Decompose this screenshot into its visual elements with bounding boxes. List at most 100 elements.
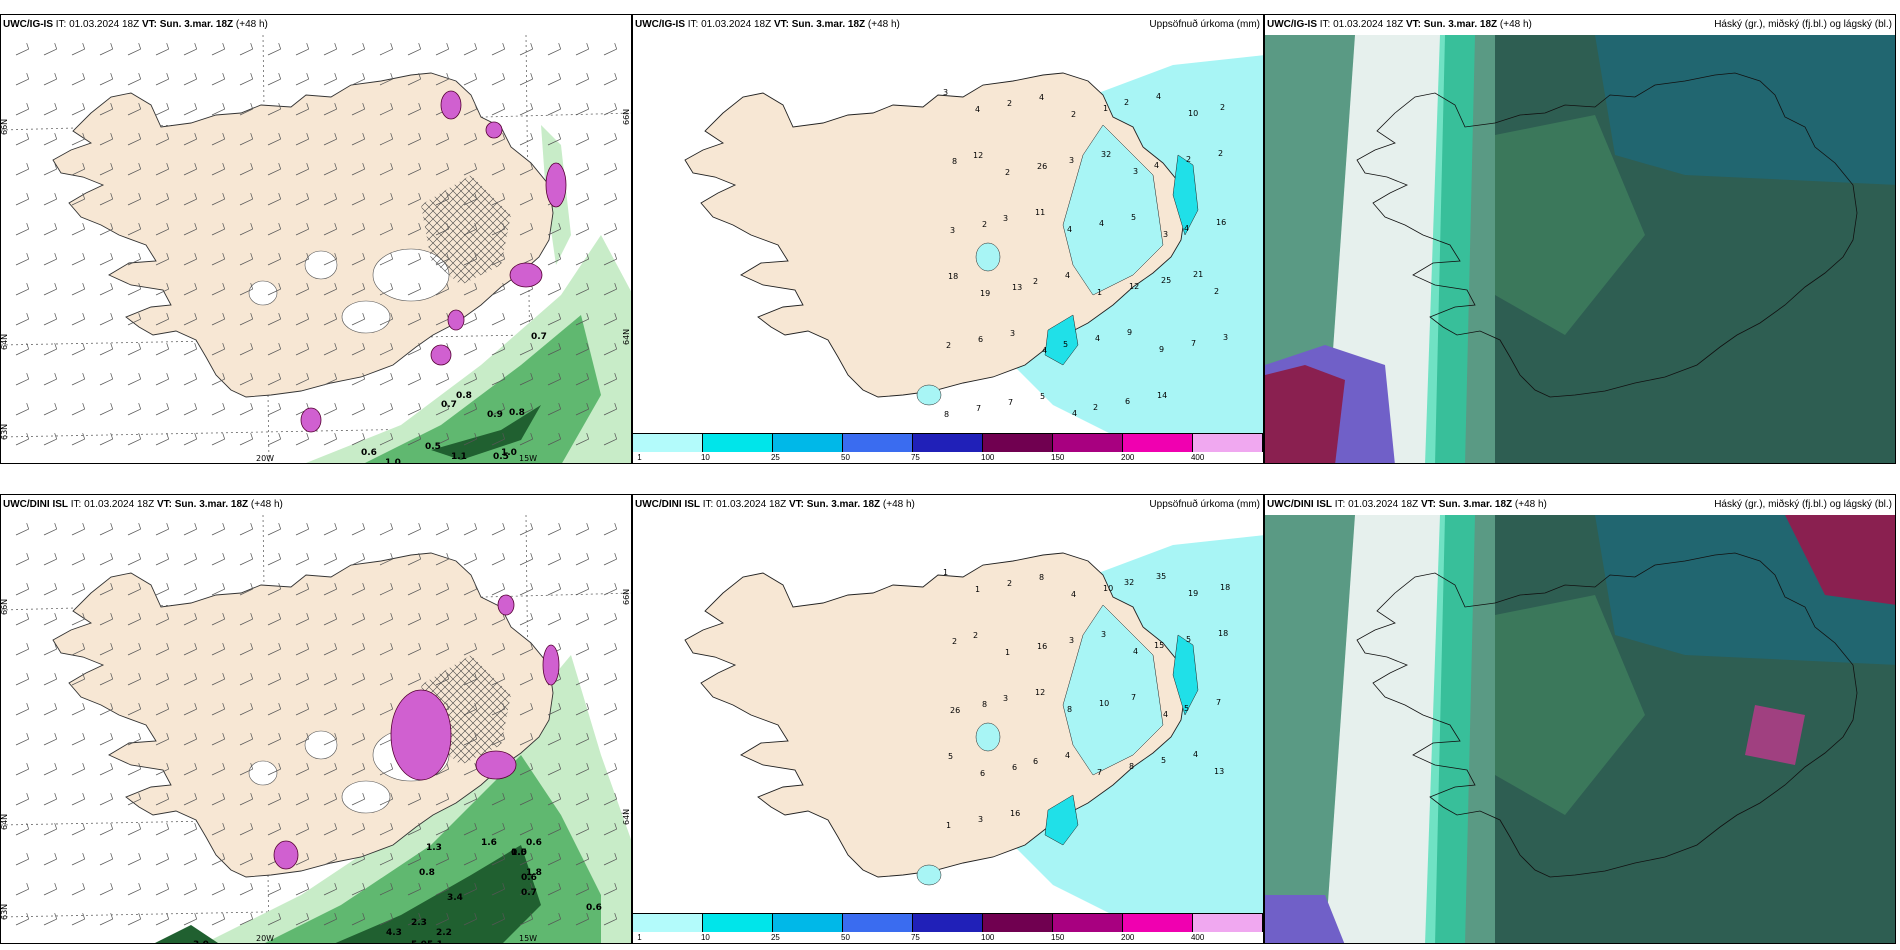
wind-barb-flag [138, 132, 142, 140]
wind-barb [239, 708, 253, 716]
wind-barb-flag [390, 102, 394, 110]
panel-header: UWC/IG-IS IT: 01.03.2024 18Z VT: Sun. 3.… [633, 15, 1263, 35]
wind-barb [463, 768, 477, 776]
wind-barb [407, 648, 421, 656]
precip-value: 10 [1188, 109, 1198, 118]
precip-value: 2 [973, 631, 978, 640]
wind-barb-flag [474, 222, 478, 230]
wind-barb [603, 738, 617, 746]
wind-barb [575, 768, 589, 776]
wind-barb-flag [418, 432, 422, 440]
wind-barb-flag [222, 822, 226, 830]
precip-value: 12 [1129, 282, 1139, 291]
wind-barb [183, 888, 197, 896]
wind-barb [71, 258, 85, 266]
wind-barb [519, 798, 533, 806]
wind-barb-flag [110, 552, 114, 560]
wind-barb [71, 888, 85, 896]
wind-barb-flag [418, 552, 422, 560]
wind-barb [491, 828, 505, 836]
wind-barb-flag [138, 372, 142, 380]
wind-barb [463, 108, 477, 116]
wind-barb-flag [250, 42, 254, 50]
wind-barb [15, 348, 29, 356]
wind-barb [407, 198, 421, 206]
wind-value: 0.8 [456, 391, 472, 401]
wind-barb [435, 48, 449, 56]
wind-barb-flag [474, 432, 478, 440]
wind-barb-flag [26, 882, 30, 890]
wind-barb-flag [54, 132, 58, 140]
wind-barb [15, 168, 29, 176]
wind-barb-flag [82, 912, 86, 920]
wind-barb-flag [306, 792, 310, 800]
precip-value: 7 [1097, 768, 1102, 777]
wind-barb [211, 48, 225, 56]
wind-barb [407, 318, 421, 326]
wind-barb [575, 528, 589, 536]
wind-barb [15, 828, 29, 836]
wind-barb-flag [530, 672, 534, 680]
wind-barb [15, 78, 29, 86]
wind-barb [407, 888, 421, 896]
wind-value: 0.8 [509, 408, 525, 418]
wind-barb [127, 558, 141, 566]
wind-barb [15, 648, 29, 656]
wind-barb-flag [474, 852, 478, 860]
wind-barb [323, 168, 337, 176]
wind-barb [99, 618, 113, 626]
wind-barb-flag [334, 372, 338, 380]
wind-barb [267, 408, 281, 416]
wind-barb-flag [418, 612, 422, 620]
wind-barb [351, 78, 365, 86]
wind-barb-flag [334, 732, 338, 740]
field-title: Uppsöfnuð úrkoma (mm) [1149, 19, 1260, 30]
wind-barb-flag [530, 192, 534, 200]
wind-barb [15, 48, 29, 56]
wind-barb [463, 48, 477, 56]
wind-barb [267, 528, 281, 536]
wind-barb [295, 648, 309, 656]
wind-barb-flag [502, 522, 506, 530]
wind-barb-flag [26, 42, 30, 50]
wind-barb [183, 288, 197, 296]
wind-barb [99, 768, 113, 776]
wind-barb-flag [306, 852, 310, 860]
lat-label: 64N [1, 814, 9, 830]
wind-barb-flag [614, 912, 618, 920]
wind-barb-flag [362, 402, 366, 410]
wind-barb-flag [334, 102, 338, 110]
precip-value: 16 [1037, 642, 1047, 651]
wind-barb [575, 828, 589, 836]
precip-area [431, 405, 541, 460]
wind-barb-flag [306, 552, 310, 560]
wind-barb-flag [110, 582, 114, 590]
wind-barb-flag [250, 252, 254, 260]
lat-label: 66N [1, 119, 9, 135]
wind-barb-flag [278, 552, 282, 560]
wind-barb [295, 888, 309, 896]
wind-barb-flag [446, 552, 450, 560]
wind-barb [463, 198, 477, 206]
lon-label: 20W [256, 454, 274, 463]
wind-barb-flag [614, 852, 618, 860]
wind-barb [99, 798, 113, 806]
wind-barb [463, 828, 477, 836]
wind-barb-flag [334, 72, 338, 80]
wind-barb [463, 318, 477, 326]
wind-barb-flag [82, 702, 86, 710]
wind-barb [295, 348, 309, 356]
wind-barb [379, 438, 393, 446]
wind-barb [351, 378, 365, 386]
wind-barb [267, 708, 281, 716]
wind-barb [463, 648, 477, 656]
panel-bottom-wind: UWC/DINI ISL IT: 01.03.2024 18Z VT: Sun.… [0, 494, 632, 944]
wind-barb-flag [390, 432, 394, 440]
precip-value: 16 [1010, 809, 1020, 818]
wind-barb-flag [82, 192, 86, 200]
it-label: IT: [702, 499, 714, 510]
wind-barb-flag [194, 252, 198, 260]
wind-barb [351, 408, 365, 416]
wind-barb-flag [82, 372, 86, 380]
precip-value: 15 [1154, 641, 1164, 650]
